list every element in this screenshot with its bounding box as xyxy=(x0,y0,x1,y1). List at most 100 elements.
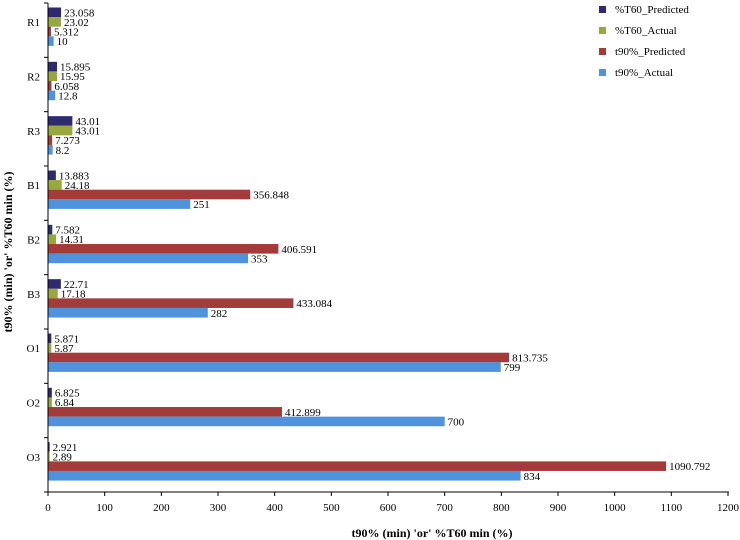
bar-r2-3 xyxy=(48,81,52,91)
x-axis-title: t90% (min) 'or' %T60 min (%) xyxy=(352,526,513,540)
x-tick-label: 100 xyxy=(96,502,113,514)
bars-group xyxy=(48,7,667,481)
legend-swatch xyxy=(599,6,606,13)
bar-o3-2 xyxy=(48,451,50,462)
value-label: 6.84 xyxy=(55,397,75,409)
bar-o1-2 xyxy=(48,343,52,353)
value-label: 6.058 xyxy=(54,81,79,93)
bar-b1-3 xyxy=(48,189,251,200)
category-label-b2: B2 xyxy=(27,235,40,247)
x-tick-label: 900 xyxy=(550,502,567,514)
x-tick-label: 500 xyxy=(323,502,340,514)
y-axis-title: t90% (min) 'or' %T60 min (%) xyxy=(1,172,15,333)
x-tick-label: 400 xyxy=(266,502,283,514)
bar-o2-2 xyxy=(48,397,52,408)
legend-entry: t90%_Predicted xyxy=(615,46,686,58)
value-label: 15.95 xyxy=(60,71,85,83)
legend-entry: %T60_Predicted xyxy=(615,4,689,16)
category-label-b3: B3 xyxy=(27,289,40,301)
value-label: 15.895 xyxy=(60,62,91,74)
legend: %T60_Predicted %T60_Actual t90%_Predictedt… xyxy=(599,4,689,79)
value-label: 5.87 xyxy=(54,343,74,355)
legend-entry: %T60_Actual xyxy=(615,25,677,37)
value-label: 5.312 xyxy=(54,27,79,39)
value-label: 12.8 xyxy=(58,90,78,102)
bar-o2-3 xyxy=(48,407,282,417)
bar-r3-1 xyxy=(48,116,73,126)
value-label: 353 xyxy=(251,253,268,265)
value-label: 8.2 xyxy=(56,145,70,157)
bar-b3-1 xyxy=(48,279,61,289)
value-label: 7.273 xyxy=(55,135,80,147)
bar-b3-3 xyxy=(48,298,294,308)
legend-swatch xyxy=(599,48,606,55)
value-label: 6.825 xyxy=(55,388,80,400)
value-label: 23.02 xyxy=(64,17,89,29)
bar-o1-1 xyxy=(48,333,52,344)
value-label: 433.084 xyxy=(296,298,332,310)
x-tick-label: 1200 xyxy=(717,502,740,514)
value-label: 406.591 xyxy=(281,244,317,256)
value-label: 43.01 xyxy=(75,126,100,138)
value-label: 356.848 xyxy=(253,190,289,202)
category-label-o2: O2 xyxy=(27,398,40,410)
value-label: 1090.792 xyxy=(669,461,710,473)
value-label: 24.18 xyxy=(65,180,90,192)
value-label: 813.735 xyxy=(512,353,548,365)
category-label-r1: R1 xyxy=(27,17,40,29)
bar-b1-2 xyxy=(48,180,62,190)
bar-r2-4 xyxy=(48,90,56,101)
bar-b2-4 xyxy=(48,253,249,264)
value-label: 282 xyxy=(211,308,228,320)
bar-o3-3 xyxy=(48,461,667,471)
bar-r1-1 xyxy=(48,7,62,18)
bar-o3-1 xyxy=(48,442,50,452)
category-label-o3: O3 xyxy=(27,452,41,464)
x-tick-label: 600 xyxy=(380,502,397,514)
bar-r2-1 xyxy=(48,61,58,72)
category-label-o1: O1 xyxy=(27,343,40,355)
bar-b3-2 xyxy=(48,288,58,299)
value-label: 43.01 xyxy=(75,116,100,128)
bar-o1-3 xyxy=(48,352,510,363)
bar-b3-4 xyxy=(48,307,208,318)
bar-o2-1 xyxy=(48,387,52,398)
value-label: 13.883 xyxy=(59,170,90,182)
legend-swatch xyxy=(599,69,606,76)
category-label-r3: R3 xyxy=(27,126,40,138)
value-label: 10 xyxy=(57,36,69,48)
category-label-r2: R2 xyxy=(27,72,40,84)
bar-r3-2 xyxy=(48,125,73,136)
value-label: 412.899 xyxy=(285,407,321,419)
value-label: 5.871 xyxy=(54,333,79,345)
legend-swatch xyxy=(599,27,606,34)
x-tick-label: 700 xyxy=(436,502,453,514)
value-label: 7.582 xyxy=(55,225,80,237)
legend-entry: t90%_Actual xyxy=(615,67,673,79)
bar-r1-4 xyxy=(48,36,54,46)
value-label: 799 xyxy=(504,362,521,374)
x-tick-label: 200 xyxy=(153,502,170,514)
value-label: 251 xyxy=(193,199,210,211)
value-label: 2.89 xyxy=(53,452,73,464)
bar-b2-1 xyxy=(48,224,53,235)
value-label: 22.71 xyxy=(64,279,89,291)
bar-r1-3 xyxy=(48,26,52,37)
bar-r1-2 xyxy=(48,17,62,27)
bar-o2-4 xyxy=(48,416,445,427)
bar-r3-4 xyxy=(48,144,53,155)
value-label: 700 xyxy=(448,416,465,428)
value-label: 23.058 xyxy=(64,7,95,19)
value-label: 17.18 xyxy=(61,289,86,301)
bar-r2-2 xyxy=(48,71,58,82)
x-tick-label: 1000 xyxy=(604,502,627,514)
bar-b1-1 xyxy=(48,170,56,181)
x-tick-label: 300 xyxy=(210,502,227,514)
bar-b2-3 xyxy=(48,244,279,254)
bar-o3-4 xyxy=(48,470,521,481)
x-tick-label: 800 xyxy=(493,502,510,514)
bar-o1-4 xyxy=(48,362,501,372)
value-label: 2.921 xyxy=(53,442,78,454)
